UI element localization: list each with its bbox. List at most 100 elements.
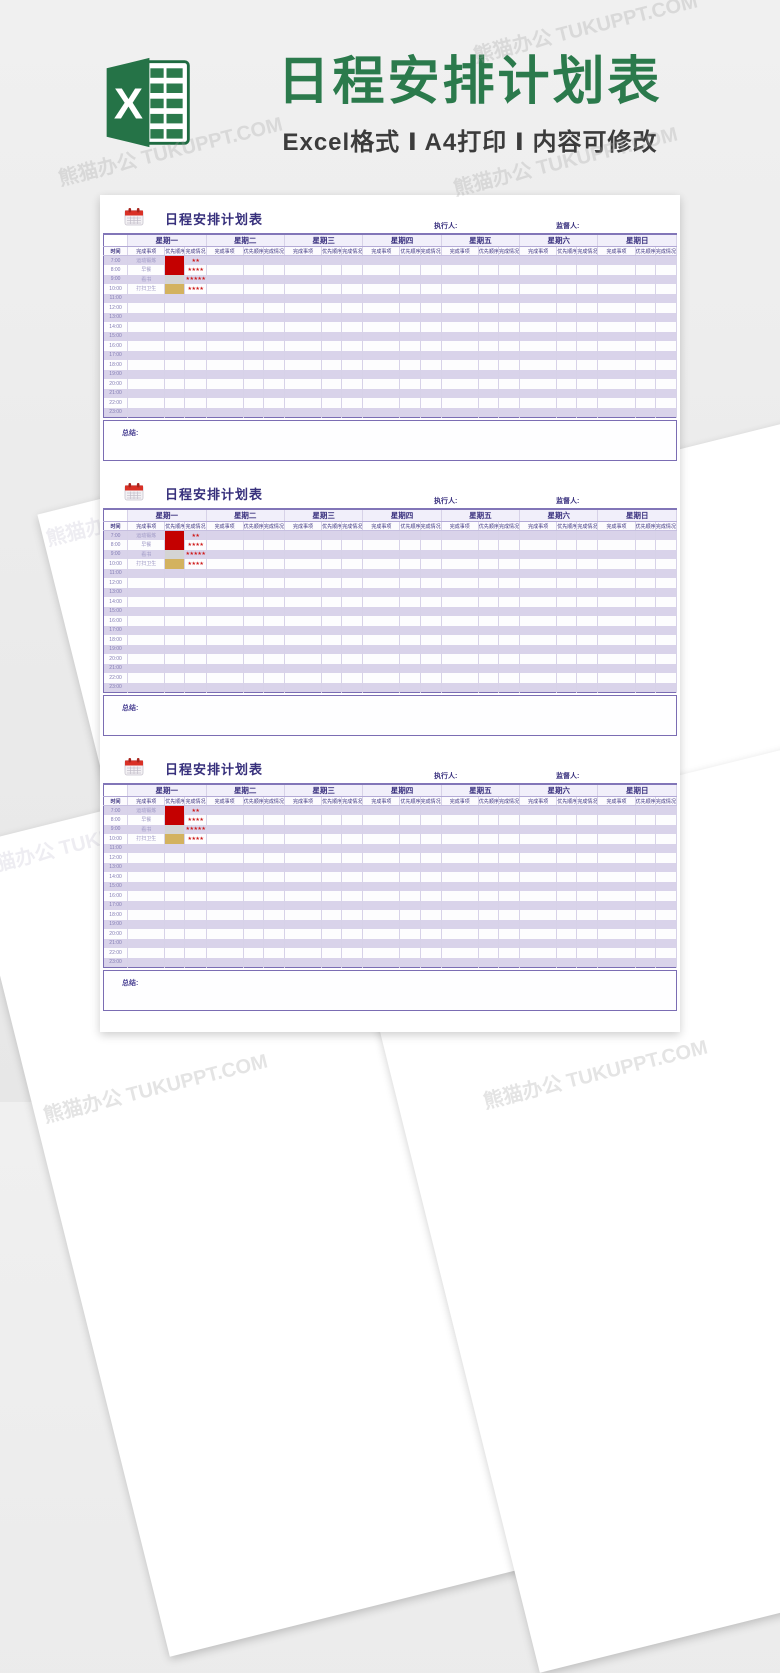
rating-cell — [655, 540, 678, 550]
sub-header: 完成事项 — [440, 521, 479, 531]
task-cell — [127, 654, 166, 664]
rating-cell — [498, 635, 521, 645]
priority-cell — [478, 388, 499, 398]
priority-cell — [556, 881, 578, 891]
sub-header: 优先顺序 — [321, 521, 343, 531]
priority-cell — [399, 616, 421, 626]
rating-cell — [263, 948, 285, 958]
priority-cell — [635, 881, 656, 891]
task-cell — [362, 578, 401, 588]
rating-cell — [576, 331, 599, 341]
priority-cell — [556, 530, 578, 540]
priority-cell — [243, 587, 264, 597]
rating-cell — [263, 331, 285, 341]
rating-cell — [184, 312, 207, 322]
priority-cell — [556, 872, 578, 882]
rating-cell — [498, 568, 521, 578]
schedule-sheet: 日程安排计划表 执行人: 监督人: 星期一 星期二 星期三 星期四 星期五 星期六 星期日时… — [103, 755, 678, 1011]
task-cell — [519, 407, 558, 417]
rating-cell — [655, 360, 678, 370]
task-cell — [205, 938, 244, 948]
priority-cell — [478, 274, 499, 284]
task-cell — [440, 559, 479, 569]
task-cell — [362, 957, 401, 967]
priority-cell — [556, 853, 578, 863]
priority-cell — [321, 929, 343, 939]
task-cell — [283, 265, 323, 275]
task-cell — [597, 597, 636, 607]
priority-cell — [478, 578, 499, 588]
task-cell — [205, 891, 244, 901]
rating-cell — [263, 625, 285, 635]
priority-cell — [164, 872, 186, 882]
priority-cell — [635, 938, 656, 948]
task-cell — [205, 597, 244, 607]
time-cell: 18:00 — [103, 635, 129, 645]
rating-cell — [420, 834, 442, 844]
rating-cell — [263, 559, 285, 569]
sub-header: 优先顺序 — [635, 796, 656, 806]
rating-cell — [655, 824, 678, 834]
rating-cell — [498, 379, 521, 389]
rating-cell — [263, 303, 285, 313]
task-cell — [519, 398, 558, 408]
task-cell — [362, 815, 401, 825]
rating-cell — [498, 559, 521, 569]
task-cell — [597, 900, 636, 910]
priority-cell — [556, 891, 578, 901]
task-cell — [283, 331, 323, 341]
priority-cell — [399, 255, 421, 265]
task-cell — [519, 948, 558, 958]
priority-cell — [556, 540, 578, 550]
priority-cell — [556, 957, 578, 967]
task-cell — [597, 910, 636, 920]
priority-cell — [635, 312, 656, 322]
excel-logo-icon: X — [106, 57, 190, 148]
priority-cell — [321, 654, 343, 664]
rating-cell — [498, 606, 521, 616]
task-cell — [440, 255, 479, 265]
task-cell — [283, 540, 323, 550]
priority-cell — [635, 379, 656, 389]
day-header: 星期日 — [597, 784, 677, 797]
priority-cell — [399, 540, 421, 550]
task-cell — [597, 606, 636, 616]
sub-header: 优先顺序 — [243, 796, 264, 806]
priority-cell — [164, 341, 186, 351]
priority-cell — [243, 388, 264, 398]
sub-header: 完成事项 — [362, 246, 401, 256]
rating-cell — [576, 303, 599, 313]
rating-cell — [263, 824, 285, 834]
task-cell — [127, 910, 166, 920]
task-cell — [597, 312, 636, 322]
rating-cell — [655, 341, 678, 351]
task-cell — [597, 824, 636, 834]
rating-cell — [576, 843, 599, 853]
rating-cell — [420, 265, 442, 275]
corner-cell — [103, 509, 129, 522]
task-cell — [440, 398, 479, 408]
task-cell — [283, 255, 323, 265]
time-cell: 7:00 — [103, 530, 129, 540]
rating-cell — [498, 407, 521, 417]
priority-cell — [164, 549, 186, 559]
priority-cell — [164, 957, 186, 967]
priority-cell — [243, 862, 264, 872]
task-cell — [205, 303, 244, 313]
rating-cell — [341, 815, 364, 825]
rating-cell — [498, 360, 521, 370]
priority-cell — [556, 587, 578, 597]
task-cell — [205, 530, 244, 540]
time-cell: 8:00 — [103, 815, 129, 825]
rating-cell: ★★ — [184, 530, 207, 540]
banner-title: 日程安排计划表 — [277, 53, 663, 111]
rating-cell — [420, 549, 442, 559]
task-cell — [205, 900, 244, 910]
task-cell — [440, 654, 479, 664]
rating-cell — [420, 312, 442, 322]
rating-cell — [655, 530, 678, 540]
priority-cell — [321, 910, 343, 920]
task-cell — [519, 578, 558, 588]
task-cell — [597, 303, 636, 313]
rating-cell — [341, 322, 364, 332]
